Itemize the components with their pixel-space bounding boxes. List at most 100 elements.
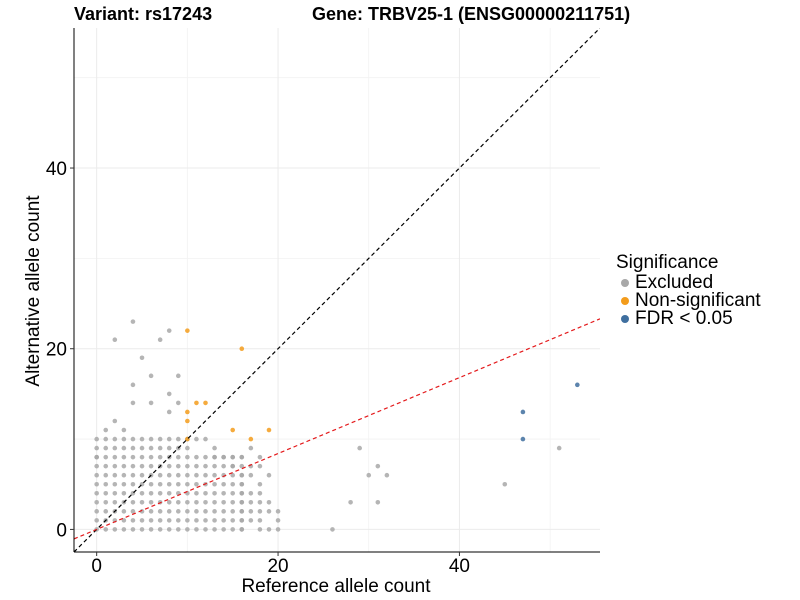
point-excluded	[166, 391, 172, 397]
legend-dot-excluded	[621, 279, 629, 287]
point-excluded	[175, 500, 181, 505]
point-excluded	[185, 472, 190, 478]
point-excluded	[157, 490, 163, 496]
point-excluded	[194, 454, 199, 460]
point-excluded	[94, 500, 99, 505]
point-excluded	[194, 472, 199, 478]
point-excluded	[175, 400, 181, 406]
point-excluded	[230, 518, 236, 523]
point-excluded	[112, 418, 118, 424]
point-excluded	[239, 490, 245, 496]
point-excluded	[148, 527, 154, 532]
y-tick-label: 20	[46, 340, 67, 361]
point-excluded	[239, 454, 245, 460]
point-excluded	[257, 454, 263, 460]
point-excluded	[375, 463, 381, 469]
point-excluded	[221, 518, 226, 523]
point-excluded	[103, 500, 109, 505]
point-excluded	[121, 445, 127, 451]
chart-title-variant: Variant: rs17243	[74, 4, 213, 24]
point-excluded	[166, 527, 172, 532]
point-excluded	[175, 509, 181, 514]
point-excluded	[230, 500, 236, 505]
point-excluded	[130, 518, 136, 523]
point-excluded	[121, 527, 127, 532]
point-excluded	[139, 355, 145, 361]
point-excluded	[139, 445, 145, 451]
legend-label-excluded: Excluded	[635, 272, 714, 293]
point-excluded	[239, 472, 245, 478]
point-excluded	[203, 509, 208, 514]
point-excluded	[148, 500, 154, 505]
point-excluded	[103, 527, 109, 532]
point-excluded	[221, 527, 226, 532]
point-excluded	[212, 463, 217, 469]
point-excluded	[203, 490, 208, 496]
point-excluded	[212, 490, 217, 496]
point-excluded	[112, 490, 118, 496]
reference-line-identity	[74, 28, 600, 552]
point-excluded	[175, 518, 181, 523]
point-excluded	[166, 472, 172, 478]
point-excluded	[139, 463, 145, 469]
point-excluded	[185, 527, 190, 532]
point-excluded	[157, 527, 163, 532]
point-excluded	[185, 481, 190, 487]
point-excluded	[157, 454, 163, 460]
point-excluded	[266, 472, 272, 478]
point-excluded	[166, 445, 172, 451]
point-excluded	[130, 400, 136, 406]
point-excluded	[121, 454, 127, 460]
point-excluded	[148, 509, 154, 514]
point-excluded	[185, 500, 190, 505]
point-excluded	[212, 454, 217, 460]
point-excluded	[130, 500, 136, 505]
chart-title-gene: Gene: TRBV25-1 (ENSG00000211751)	[312, 4, 631, 24]
point-excluded	[94, 472, 99, 478]
point-excluded	[157, 509, 163, 514]
point-excluded	[148, 454, 154, 460]
point-excluded	[239, 500, 245, 505]
point-excluded	[139, 454, 145, 460]
point-excluded	[112, 445, 118, 451]
point-excluded	[194, 518, 199, 523]
point-excluded	[185, 463, 190, 469]
point-excluded	[112, 481, 118, 487]
point-excluded	[157, 518, 163, 523]
point-excluded	[94, 445, 99, 451]
point-excluded	[502, 481, 508, 487]
point-excluded	[212, 500, 217, 505]
point-fdr-0-05	[520, 436, 526, 442]
point-excluded	[275, 518, 281, 523]
point-excluded	[148, 481, 154, 487]
point-excluded	[139, 509, 145, 514]
point-excluded	[203, 518, 208, 523]
point-excluded	[103, 481, 109, 487]
point-excluded	[94, 490, 99, 496]
point-excluded	[194, 527, 199, 532]
point-excluded	[194, 436, 199, 442]
point-excluded	[185, 518, 190, 523]
point-excluded	[121, 472, 127, 478]
point-excluded	[148, 436, 154, 442]
point-excluded	[230, 463, 236, 469]
point-non-significant	[266, 427, 272, 433]
point-non-significant	[194, 400, 199, 406]
point-excluded	[266, 527, 272, 532]
point-excluded	[112, 527, 118, 532]
point-excluded	[130, 509, 136, 514]
point-excluded	[257, 518, 263, 523]
point-excluded	[112, 500, 118, 505]
point-excluded	[103, 427, 109, 433]
point-excluded	[94, 454, 99, 460]
point-excluded	[103, 509, 109, 514]
point-non-significant	[248, 436, 254, 442]
point-excluded	[112, 472, 118, 478]
point-excluded	[121, 518, 127, 523]
x-tick-label: 0	[91, 556, 102, 577]
point-non-significant	[185, 328, 190, 333]
point-excluded	[112, 463, 118, 469]
point-excluded	[330, 527, 335, 532]
point-excluded	[556, 445, 562, 451]
point-excluded	[166, 509, 172, 514]
